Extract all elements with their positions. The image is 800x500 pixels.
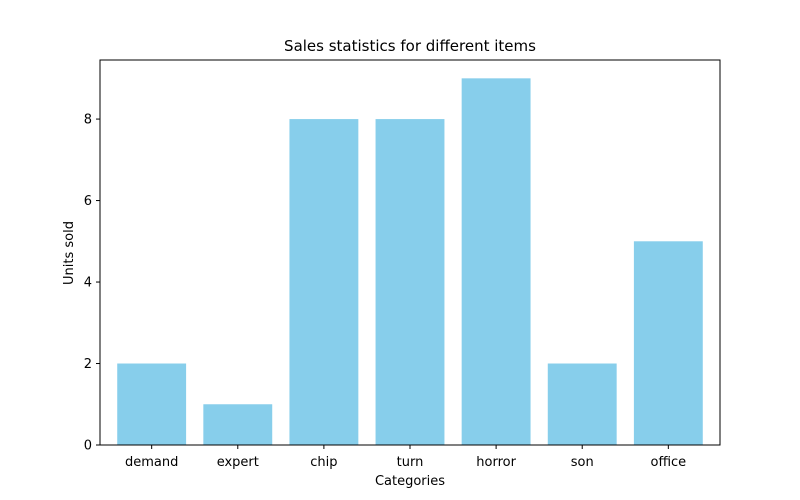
x-axis-title: Categories: [375, 474, 445, 489]
y-axis-ticks: 0 2 4 6 8: [84, 113, 100, 454]
x-tick-label: office: [650, 455, 686, 470]
bar-horror: [461, 78, 531, 445]
x-axis-ticks: demand expert chip turn horror son office: [125, 445, 686, 470]
y-tick-label: 6: [84, 194, 92, 209]
bar-turn: [375, 119, 445, 446]
y-axis-title: Units sold: [62, 221, 77, 285]
x-tick-label: turn: [397, 455, 424, 470]
bar-chip: [289, 119, 359, 446]
x-tick-label: horror: [476, 455, 516, 470]
bar-demand: [117, 363, 187, 445]
x-tick-label: demand: [125, 455, 178, 470]
x-tick-label: expert: [217, 455, 259, 470]
y-tick-label: 8: [84, 113, 92, 128]
y-tick-label: 2: [84, 357, 92, 372]
bar-office: [633, 241, 703, 445]
y-tick-label: 0: [84, 439, 92, 454]
y-tick-label: 4: [84, 276, 92, 291]
bars-layer: [117, 78, 703, 446]
bar-expert: [203, 404, 273, 445]
x-tick-label: chip: [310, 455, 337, 470]
chart-title: Sales statistics for different items: [284, 37, 536, 55]
bar-son: [547, 363, 617, 445]
x-tick-label: son: [571, 455, 594, 470]
